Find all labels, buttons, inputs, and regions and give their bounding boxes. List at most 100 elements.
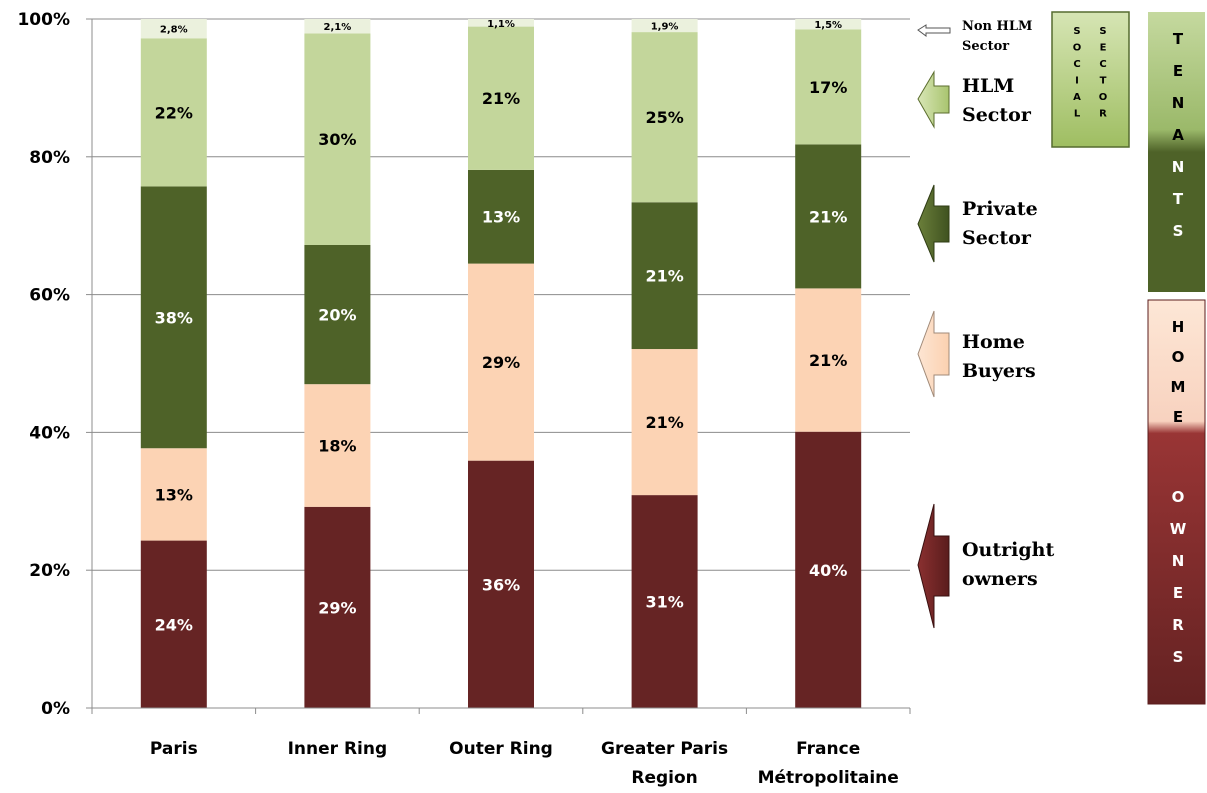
bar-segment (795, 288, 862, 432)
bar-segment (304, 33, 371, 245)
home-buyers-label-line2: Buyers (962, 360, 1036, 382)
bar-segment (140, 38, 207, 187)
private-label-line2: Sector (962, 227, 1032, 249)
bar-value-label: 1,1% (487, 19, 515, 30)
bar-value-label: 22% (155, 103, 193, 122)
sector-letter: C (1099, 59, 1106, 70)
bar-stack: 36% 29% 13% 21% 1,1% (468, 19, 534, 708)
y-tick-label: 80% (29, 148, 70, 168)
x-category-label: Inner Ring (288, 739, 388, 759)
x-axis-categories: Paris Inner Ring Outer Ring Greater Paris Re… (150, 739, 899, 788)
bar-value-label: 38% (155, 308, 193, 327)
non-hlm-label-line1: Non HLM (962, 19, 1032, 34)
hlm-label-line2: Sector (962, 104, 1032, 126)
bar-stack: 31% 21% 21% 25% 1,9% (631, 19, 698, 708)
bar-segment (795, 431, 862, 708)
bar-segment (468, 263, 534, 461)
social-letter: C (1073, 59, 1080, 70)
x-category-label: Outer Ring (449, 739, 553, 759)
x-category-label: Paris (150, 739, 198, 759)
tenants-letter: T (1173, 30, 1184, 48)
y-tick-label: 20% (29, 561, 70, 581)
sector-letter: O (1099, 92, 1108, 103)
bar-segment (631, 495, 698, 708)
bar-segment (468, 19, 534, 27)
bar-value-label: 13% (482, 208, 520, 227)
outright-label-line2: owners (962, 568, 1038, 590)
home-letter: M (1171, 378, 1186, 396)
tenants-letter: E (1173, 62, 1183, 80)
owners-letter: O (1172, 488, 1185, 506)
social-letter: O (1073, 43, 1082, 54)
bar-value-label: 20% (318, 306, 356, 325)
bar-segment (140, 186, 207, 449)
bar-value-label: 40% (809, 561, 847, 580)
hlm-label-line1: HLM (962, 75, 1014, 97)
bar-value-label: 2,1% (324, 22, 352, 33)
tenants-letter: N (1172, 158, 1185, 176)
bar-segment (795, 144, 862, 289)
bar-segment (304, 384, 371, 507)
bar-segment (468, 26, 534, 170)
y-axis-ticks: 0% 20% 40% 60% 80% 100% (17, 10, 70, 719)
y-tick-label: 60% (29, 286, 70, 306)
y-tick-label: 40% (29, 423, 70, 443)
non-hlm-label-line2: Sector (962, 39, 1009, 54)
bar-segment (631, 19, 698, 33)
bar-value-label: 21% (645, 413, 683, 432)
bar-value-label: 17% (809, 78, 847, 97)
tenants-letter: N (1172, 94, 1185, 112)
bar-segment (304, 19, 371, 34)
bar-segment (140, 448, 207, 541)
sector-letter: R (1099, 109, 1107, 120)
bar-value-label: 13% (155, 485, 193, 504)
tenants-letter: A (1172, 126, 1184, 144)
bar-segment (468, 169, 534, 264)
bar-value-label: 1,9% (651, 22, 679, 33)
y-tick-label: 100% (17, 10, 70, 30)
bar-value-label: 18% (318, 436, 356, 455)
bar-segment (140, 540, 207, 708)
bar-value-label: 21% (809, 207, 847, 226)
sector-letter: T (1100, 76, 1107, 87)
y-tick-label: 0% (41, 699, 70, 719)
bar-segment (631, 32, 698, 203)
bar-value-label: 30% (318, 130, 356, 149)
tenants-box (1148, 12, 1205, 292)
bar-segment (304, 506, 371, 708)
home-buyers-arrow (917, 310, 950, 398)
social-letter: S (1073, 26, 1080, 37)
non-hlm-arrow (917, 24, 951, 37)
tenants-letter: S (1173, 222, 1184, 240)
bar-value-label: 21% (482, 89, 520, 108)
bar-value-label: 24% (155, 615, 193, 634)
bar-value-label: 36% (482, 575, 520, 594)
home-letter: E (1173, 408, 1183, 426)
x-category-label: France (796, 739, 860, 759)
social-letter: L (1074, 109, 1081, 120)
bar-segment (631, 349, 698, 496)
home-owners-box (1147, 299, 1206, 705)
bar-value-label: 29% (318, 598, 356, 617)
social-sector-box-bg (1051, 11, 1130, 148)
home-letter: H (1172, 318, 1185, 336)
x-axis (86, 18, 911, 714)
bar-segment (140, 19, 207, 39)
bar-value-label: 21% (809, 351, 847, 370)
x-category-label: Métropolitaine (758, 768, 899, 788)
bar-value-label: 2,8% (160, 25, 188, 36)
bar-segment (795, 29, 862, 145)
home-buyers-label-line1: Home (962, 331, 1025, 353)
owners-letter: S (1173, 648, 1184, 666)
bar-stack: 29% 18% 20% 30% 2,1% (304, 19, 371, 708)
social-letter: I (1075, 76, 1079, 87)
sector-letter: E (1100, 43, 1107, 54)
tenants-letter: T (1173, 190, 1184, 208)
social-letter: A (1073, 92, 1081, 103)
